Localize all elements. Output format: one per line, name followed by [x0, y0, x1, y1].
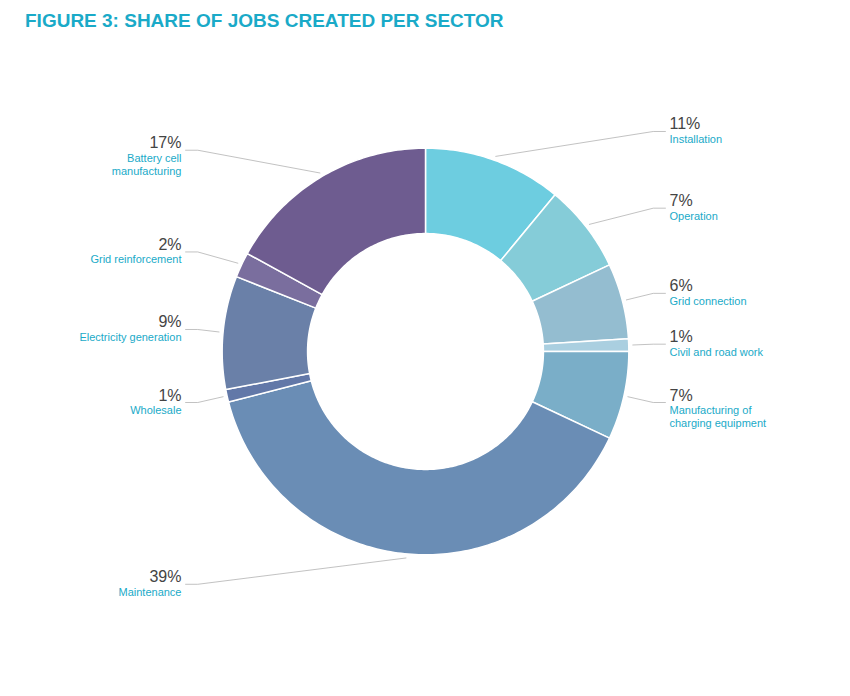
svg-text:17%: 17%: [149, 134, 181, 151]
svg-text:Grid connection: Grid connection: [670, 295, 747, 307]
svg-text:Operation: Operation: [670, 210, 718, 222]
svg-text:Battery cellmanufacturing: Battery cellmanufacturing: [112, 152, 182, 177]
svg-text:Maintenance: Maintenance: [119, 586, 182, 598]
svg-text:Electricity generation: Electricity generation: [79, 331, 181, 343]
svg-text:7%: 7%: [670, 387, 693, 404]
svg-text:9%: 9%: [158, 313, 181, 330]
svg-text:Civil and road work: Civil and road work: [670, 346, 764, 358]
svg-text:11%: 11%: [670, 115, 701, 132]
svg-text:Manufacturing ofcharging equip: Manufacturing ofcharging equipment: [670, 404, 767, 429]
svg-text:6%: 6%: [670, 277, 693, 294]
svg-text:Installation: Installation: [670, 133, 723, 145]
svg-text:1%: 1%: [158, 387, 181, 404]
svg-text:Grid reinforcement: Grid reinforcement: [90, 253, 181, 265]
svg-text:2%: 2%: [158, 236, 181, 253]
svg-text:1%: 1%: [670, 328, 693, 345]
svg-text:39%: 39%: [149, 568, 181, 585]
svg-text:7%: 7%: [670, 192, 693, 209]
svg-text:Wholesale: Wholesale: [130, 404, 181, 416]
html-text:FIGURE 3: SHARE OF JOBS CREATE: FIGURE 3: SHARE OF JOBS CREATED PER SECT…: [25, 10, 504, 31]
